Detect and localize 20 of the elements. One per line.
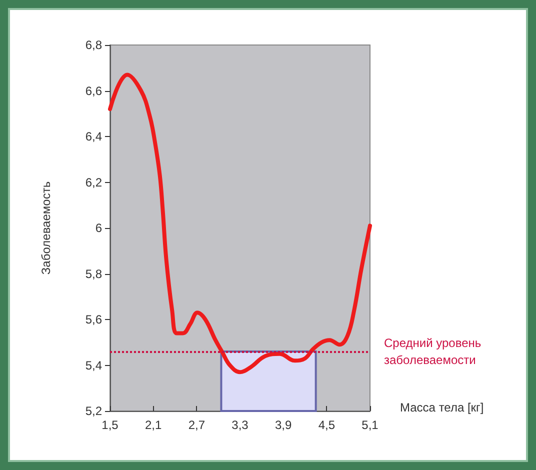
- y-tick-label: 5,8: [85, 266, 102, 281]
- x-tick-label: 2,7: [188, 418, 206, 432]
- line-series: [108, 72, 372, 374]
- y-tick-label: 6,6: [85, 84, 102, 98]
- y-tick-label: 6,8: [85, 38, 102, 52]
- ref-line-label: Средний уровень заболеваемости: [384, 336, 484, 368]
- y-tick-label: 6,2: [85, 175, 102, 190]
- x-tick-label: 2,1: [144, 418, 162, 432]
- y-tick-label: 5,4: [85, 358, 102, 372]
- x-tick-label: 4,5: [318, 418, 336, 432]
- x-tick-label: 3,9: [274, 418, 292, 432]
- y-axis-title: Заболеваемость: [39, 181, 53, 275]
- y-tick-label: 5,6: [85, 312, 102, 326]
- x-tick-label: 5,1: [362, 418, 379, 432]
- x-tick-label: 3,3: [232, 418, 249, 432]
- x-tick-label: 1,5: [102, 418, 119, 432]
- y-tick-label: 6: [95, 221, 102, 235]
- y-tick-label: 5,2: [85, 404, 102, 418]
- y-tick-label: 6,4: [85, 130, 102, 144]
- x-axis-title: Масса тела [кг]: [400, 400, 484, 414]
